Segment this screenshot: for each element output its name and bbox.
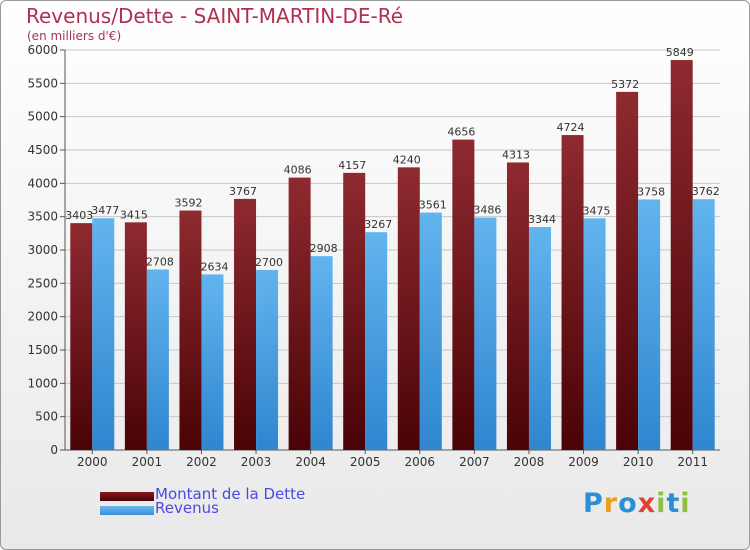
data-label-dette: 3415 <box>120 208 148 221</box>
data-label-revenus: 2708 <box>146 255 174 268</box>
bar-revenus <box>419 212 442 450</box>
data-label-revenus: 3762 <box>692 185 720 198</box>
x-tick-label: 2008 <box>514 455 545 469</box>
data-label-dette: 4724 <box>557 121 585 134</box>
x-tick-label: 2007 <box>459 455 490 469</box>
x-tick-label: 2000 <box>77 455 108 469</box>
bar-dette <box>616 91 639 450</box>
y-tick-label: 500 <box>35 410 58 424</box>
bar-dette <box>397 167 420 451</box>
data-label-revenus: 2634 <box>200 260 228 273</box>
bar-revenus <box>638 199 661 450</box>
axes: 0 500 1000 1500 2000 2500 3000 3500 4000 4500 5000… <box>27 43 720 469</box>
x-tick-label: 2004 <box>295 455 326 469</box>
logo-letter: x <box>637 488 657 519</box>
bar-revenus <box>365 232 388 450</box>
y-tick-label: 0 <box>50 443 58 457</box>
legend-swatch-dette <box>100 492 154 501</box>
bar-revenus <box>92 218 115 450</box>
bar-revenus <box>256 270 279 450</box>
data-label-dette: 5372 <box>611 78 639 91</box>
y-tick-label: 2000 <box>27 310 58 324</box>
y-tick-label: 4500 <box>27 143 58 157</box>
data-label-dette: 4157 <box>338 159 366 172</box>
data-label-dette: 5849 <box>666 46 694 59</box>
y-tick-label: 3500 <box>27 210 58 224</box>
x-tick-label: 2003 <box>241 455 272 469</box>
y-tick-label: 2500 <box>27 276 58 290</box>
bar-dette <box>670 60 693 451</box>
x-tick-label: 2001 <box>132 455 163 469</box>
data-label-dette: 3592 <box>174 197 202 210</box>
bar-revenus <box>474 217 497 450</box>
y-tick-label: 4000 <box>27 176 58 190</box>
legend-label-revenus: Revenus <box>155 499 219 517</box>
x-tick-label: 2011 <box>677 455 708 469</box>
y-tick-label: 5500 <box>27 76 58 90</box>
data-label-dette: 4086 <box>284 164 312 177</box>
data-label-revenus: 2700 <box>255 256 283 269</box>
grid-lines <box>65 49 720 451</box>
bar-dette <box>234 198 257 450</box>
y-tick-label: 1000 <box>27 376 58 390</box>
data-label-revenus: 2908 <box>310 242 338 255</box>
data-label-revenus: 3758 <box>637 185 665 198</box>
x-tick-label: 2010 <box>623 455 654 469</box>
data-label-revenus: 3267 <box>364 218 392 231</box>
logo-letter: t <box>666 488 681 519</box>
data-label-dette: 3403 <box>65 209 93 222</box>
data-label-dette: 3767 <box>229 185 257 198</box>
bar-dette <box>506 162 529 450</box>
data-label-revenus: 3477 <box>91 204 119 217</box>
logo-letter: i <box>656 488 667 519</box>
bar-revenus <box>310 256 333 450</box>
bar-dette <box>124 222 147 450</box>
logo-letter: P <box>583 488 604 519</box>
x-tick-label: 2005 <box>350 455 381 469</box>
chart-title: Revenus/Dette - SAINT-MARTIN-DE-Ré <box>26 4 404 28</box>
bar-dette <box>561 135 584 451</box>
y-tick-label: 5000 <box>27 110 58 124</box>
y-tick-label: 3000 <box>27 243 58 257</box>
legend-swatch-revenus <box>100 506 154 515</box>
bar-dette <box>343 172 366 450</box>
logo-letter: o <box>618 488 638 519</box>
data-label-dette: 4240 <box>393 153 421 166</box>
bar-revenus <box>201 274 224 450</box>
data-label-revenus: 3475 <box>583 204 611 217</box>
x-tick-label: 2002 <box>186 455 217 469</box>
data-label-revenus: 3344 <box>528 213 556 226</box>
data-label-revenus: 3561 <box>419 199 447 212</box>
data-label-dette: 4656 <box>447 126 475 139</box>
y-tick-label: 6000 <box>27 43 58 57</box>
bar-dette <box>179 210 202 450</box>
bar-revenus <box>692 199 715 450</box>
x-tick-label: 2006 <box>405 455 436 469</box>
x-tick-label: 2009 <box>568 455 599 469</box>
bar-dette <box>70 223 93 450</box>
bars <box>70 60 715 451</box>
legend-label-dette: Montant de la Dette <box>155 485 306 503</box>
bar-revenus <box>146 269 169 450</box>
y-tick-label: 1500 <box>27 343 58 357</box>
data-label-dette: 4313 <box>502 148 530 161</box>
bar-revenus <box>583 218 606 450</box>
bar-dette <box>452 139 475 450</box>
bar-dette <box>288 177 311 450</box>
proxiti-logo: Proxiti <box>583 488 691 519</box>
logo-letter: i <box>680 488 691 519</box>
bar-revenus <box>528 227 551 450</box>
chart-subtitle: (en milliers d'€) <box>27 29 122 43</box>
data-label-revenus: 3486 <box>473 204 501 217</box>
logo-letter: r <box>603 488 619 519</box>
